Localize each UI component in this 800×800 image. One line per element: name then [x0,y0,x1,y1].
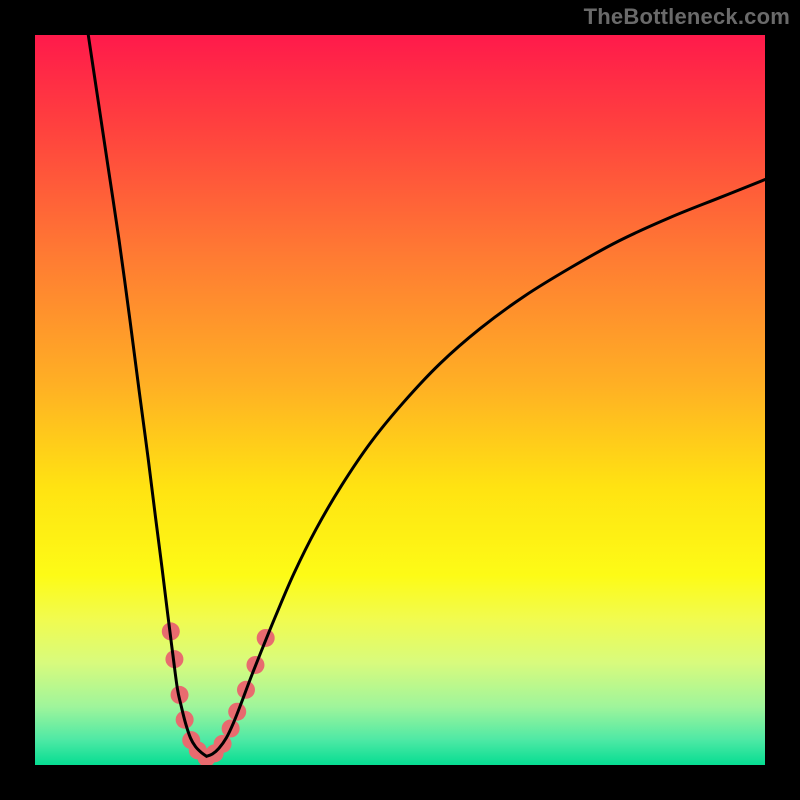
bottleneck-curve-chart [0,0,800,800]
chart-root: TheBottleneck.com [0,0,800,800]
chart-background [35,35,765,765]
watermark-text: TheBottleneck.com [584,4,790,30]
